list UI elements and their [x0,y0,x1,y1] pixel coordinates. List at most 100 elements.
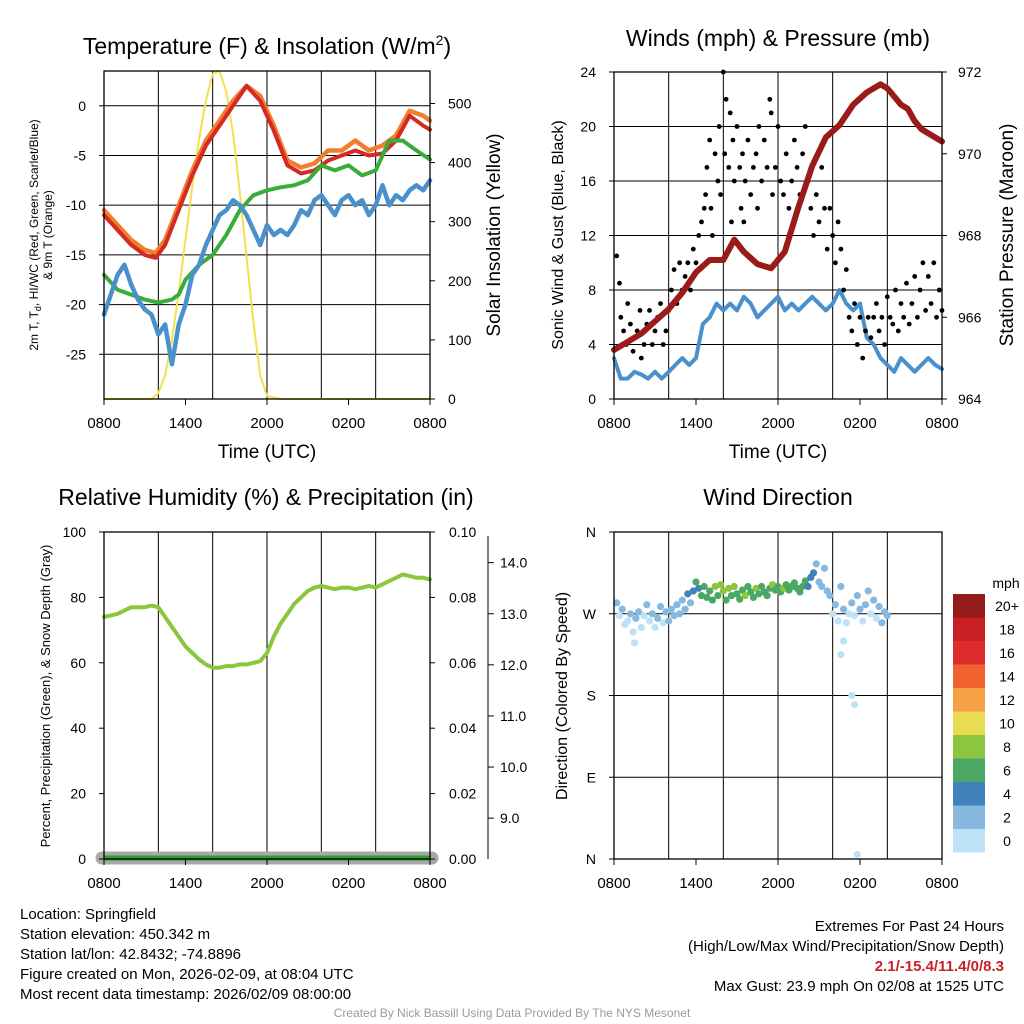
direction-point [662,608,670,616]
gust-point [685,260,691,266]
direction-point [809,569,818,577]
temperature-title: Temperature (F) & Insolation (W/m2) [83,32,451,59]
direction-point [867,610,875,618]
gust-point [860,355,866,361]
direction-point [613,599,621,607]
legend-swatch [953,735,985,759]
gust-point [770,192,775,198]
wind-xlabel: Time (UTC) [729,442,828,463]
extremes-block: Extremes For Past 24 Hours (High/Low/Max… [688,917,1004,997]
temperature-ylabel-line2: & 9m T (Orange) [41,190,55,280]
gust-point [876,328,882,334]
gust-point [630,348,636,354]
direction-point [665,617,673,625]
gust-point [854,342,860,347]
direction-point [667,605,676,613]
direction-point [632,614,640,622]
direction-point [801,577,809,585]
gust-point [731,178,737,184]
gust-point [718,192,723,198]
direction-point [645,617,654,625]
gust-point [738,205,744,211]
direction-point [790,579,799,587]
legend-label: 16 [999,645,1015,661]
x-tick-label: 1400 [679,415,712,432]
direction-point [651,623,659,632]
direction-point [842,619,850,627]
legend-label: 12 [999,692,1015,708]
gust-point [682,274,688,279]
gust-point [693,260,699,266]
credit-line: Created By Nick Bassill Using Data Provi… [333,1006,691,1020]
y-tick-label: 0 [78,851,86,867]
gust-point [893,287,898,293]
gust-point [835,219,841,225]
gust-point [909,301,915,306]
gust-point [715,178,721,184]
direction-point [725,584,733,592]
gust-point [783,151,789,157]
legend-swatch [953,594,985,618]
legend-label: 10 [999,716,1015,732]
gust-point [704,165,710,170]
x-tick-label: 0800 [925,415,958,432]
legend-swatch [953,688,985,712]
gust-point [618,314,624,320]
direction-point [848,691,856,700]
direction-point [758,582,766,591]
direction-point [615,612,624,620]
legend-swatch [953,664,985,688]
x-tick-label: 0800 [597,875,630,892]
x-tick-label: 0800 [413,415,446,432]
gust-point [868,335,874,341]
x-tick-label: 1400 [169,415,202,432]
gust-point [707,137,713,143]
direction-point [717,581,725,589]
direction-point [848,599,856,607]
direction-point [872,614,881,622]
gust-point [816,219,822,225]
y2-tick-label: 964 [958,391,982,407]
gust-point [906,321,912,327]
extremes-subtitle: (High/Low/Max Wind/Precipitation/Snow De… [688,938,1004,955]
gust-point [871,314,877,320]
y2-tick-label: 0.02 [449,786,476,802]
gust-point [726,165,732,170]
gust-point [628,321,633,327]
gust-point [641,342,647,347]
y2-tick-label: 300 [448,214,472,230]
direction-point [837,582,845,591]
direction-point [763,592,771,600]
gust-point [789,178,795,184]
gust-point [625,301,631,306]
gust-point [882,342,887,347]
y3-tick-label: 10.0 [500,759,527,775]
gust-point [614,253,620,259]
direction-point [703,593,711,602]
direction-point [624,617,632,625]
direction-ylabel: Direction (Colored By Speed) [554,592,571,800]
gust-point [830,233,836,238]
gust-point [740,151,745,157]
direction-point [692,578,700,586]
y2-tick-label: 0.00 [449,851,476,867]
legend-label: 20+ [995,598,1019,614]
y-tick-label: 24 [580,64,596,80]
wc-series-line [101,83,433,256]
gust-point [729,219,734,225]
direction-tick-label: N [586,524,596,540]
y2-tick-label: 970 [958,146,982,162]
direction-point [630,639,639,647]
direction-series [613,560,891,859]
y2-tick-label: 0.06 [449,655,476,671]
station-info: Location: Springfield Station elevation:… [20,905,354,1005]
gust-point [737,165,743,170]
direction-point [656,602,665,611]
gust-point [701,205,707,211]
direction-tick-label: E [587,769,596,785]
x-tick-label: 0800 [413,875,446,892]
temperature-ticks: 0 -5 -10 -15 -20 -25 0 100 200 300 400 500 0800 1400 2… [66,96,472,432]
gust-point [917,287,923,293]
x-tick-label: 0800 [597,415,630,432]
gust-point [759,178,764,184]
